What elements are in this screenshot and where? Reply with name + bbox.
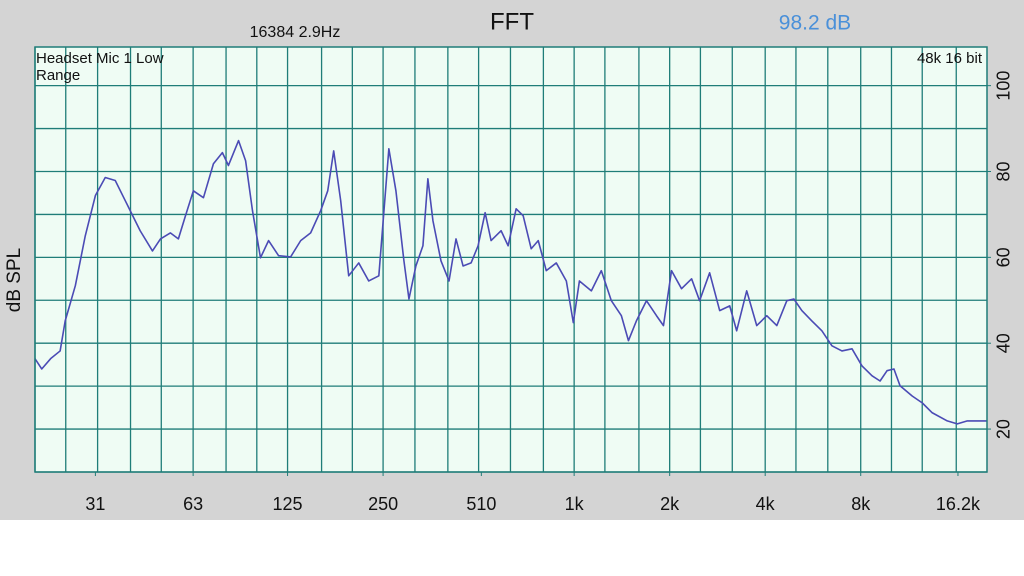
- readout: 98.2 dB: [779, 12, 851, 35]
- format-label: 48k 16 bit: [916, 50, 982, 67]
- x-tick-label: 16.2k: [936, 494, 981, 514]
- x-tick-label: 510: [466, 494, 496, 514]
- grid: 31 63 125 250 510 1k 2k 4k 8k 16.2k 20 40 60 80 100: [34, 47, 1014, 514]
- y-tick-label: 20: [994, 419, 1014, 439]
- fft-size: 16384 2.9Hz: [250, 24, 341, 41]
- chart-title: FFT: [490, 8, 534, 35]
- x-tick-label: 63: [183, 494, 203, 514]
- y-axis-label: dB SPL: [4, 248, 25, 312]
- y-tick-label: 100: [994, 71, 1014, 101]
- x-tick-label: 2k: [660, 494, 680, 514]
- marks: [34, 139, 987, 425]
- device-label: Headset Mic 1 Low Range: [36, 50, 164, 84]
- x-tick-label: 8k: [851, 494, 871, 514]
- x-tick-label: 250: [368, 494, 398, 514]
- x-tick-label: 4k: [756, 494, 776, 514]
- x-tick-label: 125: [273, 494, 303, 514]
- y-tick-label: 40: [994, 333, 1014, 353]
- y-tick-label: 60: [994, 247, 1014, 267]
- plot-border: [34, 46, 988, 473]
- spectrum-line: [34, 139, 987, 425]
- x-tick-label: 1k: [565, 494, 585, 514]
- x-tick-label: 31: [85, 494, 105, 514]
- y-tick-label: 80: [994, 161, 1014, 181]
